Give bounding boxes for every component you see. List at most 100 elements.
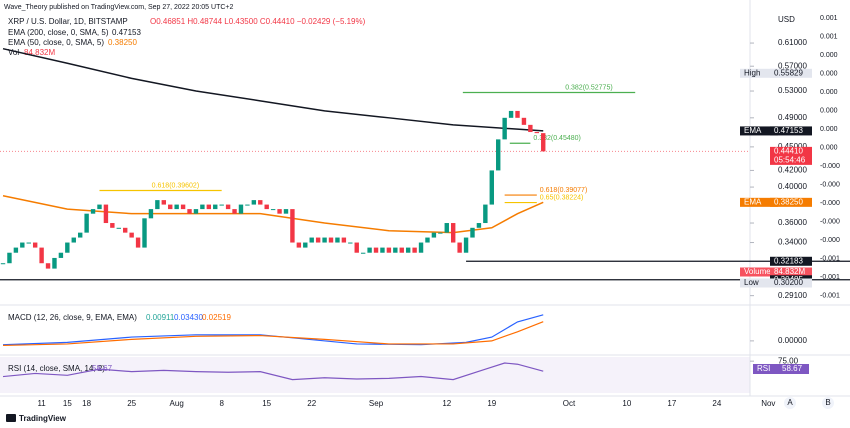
candle <box>45 263 51 269</box>
x-tick-label: 12 <box>442 399 451 408</box>
x-tick-label: 8 <box>219 399 224 408</box>
secondary-scale-label: 0.000 <box>820 52 838 59</box>
candle <box>418 242 424 253</box>
macd-value: 0.03430 <box>174 313 203 322</box>
badge-value: 0.38250 <box>774 197 803 206</box>
secondary-scale-label: -0.000 <box>820 237 840 244</box>
x-tick-label: 17 <box>667 399 676 408</box>
button-bg[interactable] <box>822 397 834 409</box>
candle <box>489 170 494 205</box>
badge-bg <box>770 68 812 78</box>
candle <box>541 133 546 152</box>
candle <box>470 227 475 238</box>
candle <box>20 242 25 248</box>
badge-tag-bg <box>740 278 778 288</box>
level-label: 0.65(0.38224) <box>540 194 584 201</box>
x-tick-label: 18 <box>82 399 91 408</box>
secondary-scale-label: 0.000 <box>820 70 838 77</box>
candle <box>193 209 199 214</box>
candle <box>264 204 269 210</box>
indicator-line <box>3 321 544 347</box>
candle <box>283 209 289 214</box>
secondary-scale-label: 0.000 <box>820 89 838 96</box>
candle <box>213 204 218 210</box>
candle <box>123 227 128 233</box>
candle <box>322 237 327 243</box>
candle <box>373 247 379 253</box>
badge-value: 0.47153 <box>774 126 803 135</box>
candle <box>187 209 192 214</box>
secondary-scale-label: 0.000 <box>820 144 838 151</box>
y-tick-label: 0.45000 <box>778 142 807 151</box>
candle <box>303 242 308 248</box>
x-tick-label: 25 <box>127 399 136 408</box>
candle <box>58 252 64 258</box>
candle <box>393 247 398 253</box>
secondary-scale-label: 0.001 <box>820 15 838 22</box>
secondary-scale-label: -0.001 <box>820 255 840 262</box>
candle <box>110 223 115 228</box>
badge-tag-bg <box>740 267 778 277</box>
candle <box>245 204 250 206</box>
candle <box>502 117 507 140</box>
candle <box>277 209 282 214</box>
badge-value: 0.44410 <box>774 146 803 155</box>
secondary-scale-label: 0.001 <box>820 33 838 40</box>
candle <box>328 237 334 243</box>
badge-tag-bg <box>740 197 778 207</box>
candle <box>161 200 167 205</box>
candle <box>7 252 12 264</box>
button-a[interactable]: A <box>787 398 793 407</box>
candle <box>348 242 353 244</box>
y-tick-label: 75.00 <box>778 356 799 365</box>
badge-bg <box>770 126 812 136</box>
rsi-label: RSI (14, close, SMA, 14, 2) <box>8 364 105 373</box>
candle <box>225 204 231 210</box>
macd-hist-value: 0.00911 <box>146 313 175 322</box>
candle <box>52 257 57 269</box>
badge-tag: EMA <box>744 126 762 135</box>
indicator-line <box>3 314 544 346</box>
badge-bg <box>770 256 812 266</box>
candle <box>219 204 224 206</box>
x-tick-label: Nov <box>761 399 775 408</box>
secondary-scale-label: -0.000 <box>820 218 840 225</box>
candle <box>26 242 31 244</box>
candle <box>412 247 417 253</box>
candle <box>309 237 314 243</box>
badge-tag: EMA <box>744 197 762 206</box>
rsi-badge <box>753 364 779 374</box>
y-tick-label: 0.36000 <box>778 218 807 227</box>
y-tick-label: 0.57000 <box>778 61 807 70</box>
published: Wave_Theory published on TradingView.com… <box>4 4 233 11</box>
candle <box>97 204 102 210</box>
symbol: XRP / U.S. Dollar, 1D, BITSTAMP <box>8 17 128 26</box>
candle <box>521 117 527 125</box>
button-b[interactable]: B <box>825 398 830 407</box>
rsi-badge-tag: RSI <box>757 364 770 373</box>
button-bg[interactable] <box>784 397 796 409</box>
secondary-scale-label: -0.000 <box>820 163 840 170</box>
candle <box>463 237 469 253</box>
badge-bg <box>770 197 812 207</box>
y-tick-label: 0.61000 <box>778 38 807 47</box>
x-tick-label: Oct <box>563 399 576 408</box>
candle <box>77 232 83 238</box>
macd-label: MACD (12, 26, close, 9, EMA, EMA) <box>8 313 137 322</box>
badge-tag-bg <box>740 68 778 78</box>
candle <box>155 200 160 210</box>
level-label: 0.618(0.39077) <box>540 187 587 194</box>
badge-bg <box>770 278 812 288</box>
secondary-scale-label: -0.001 <box>820 274 840 281</box>
candle <box>180 204 186 210</box>
badge-value: 84.832M <box>774 267 805 276</box>
candle <box>386 247 392 253</box>
candle <box>451 223 456 243</box>
candle <box>168 204 173 210</box>
candle <box>13 247 19 253</box>
candle <box>90 209 96 214</box>
candle <box>32 242 38 248</box>
candle <box>71 237 76 243</box>
candle <box>258 200 263 205</box>
